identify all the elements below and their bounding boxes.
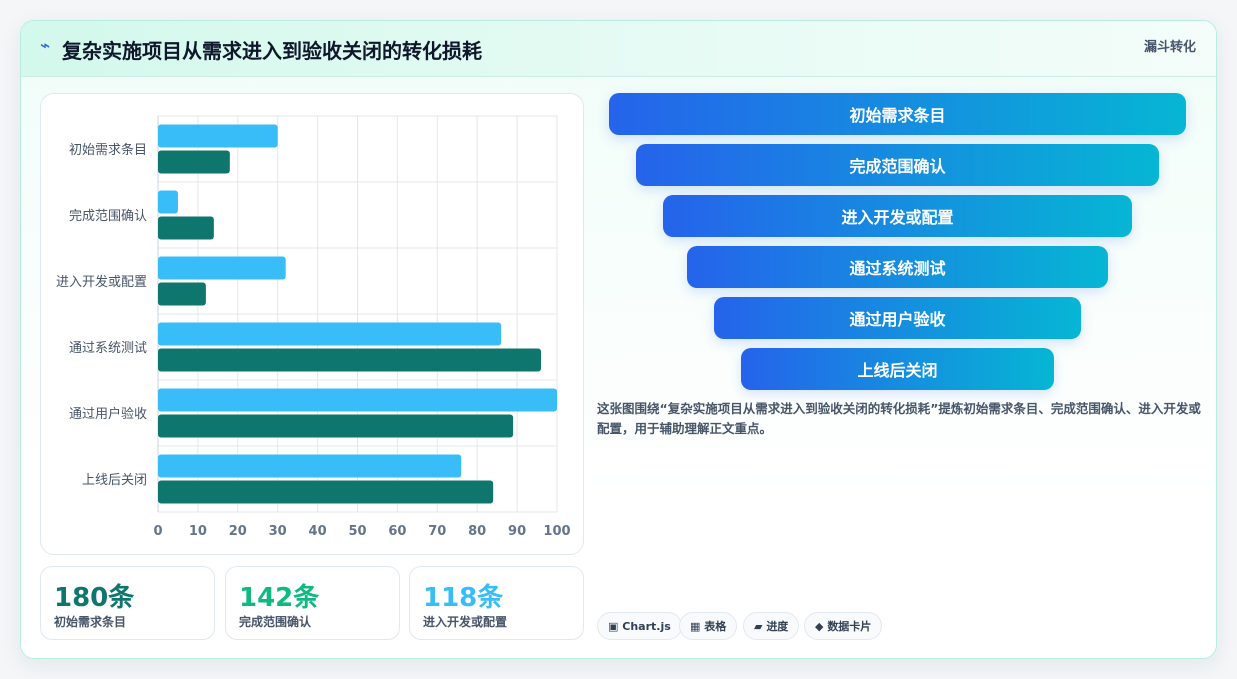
chip-chartjs[interactable]: ▣ Chart.js	[597, 612, 682, 640]
bar-series-1	[158, 454, 462, 478]
stat-value: 180条	[54, 583, 135, 613]
stat-card-scope: 142条 完成范围确认	[225, 566, 400, 640]
x-tick-label: 70	[428, 524, 446, 539]
funnel-step-scope: 完成范围确认	[636, 144, 1159, 186]
main-card: ⌁ 复杂实施项目从需求进入到验收关闭的转化损耗 漏斗转化 0 10 20 30 40 50…	[20, 20, 1217, 659]
funnel-step-dev: 进入开发或配置	[663, 195, 1132, 237]
data-card-icon: ◆	[815, 619, 824, 633]
chip-label: Chart.js	[622, 619, 671, 633]
bar-series-2	[158, 216, 214, 240]
stat-card-dev: 118条 进入开发或配置	[409, 566, 584, 640]
table-icon: ▦	[690, 619, 701, 633]
stat-label: 完成范围确认	[239, 615, 312, 629]
bar-chart-panel: 0 10 20 30 40 50 60 70 80 90 100 初始需求条目 完成范围确认进入开发或配…	[40, 93, 584, 555]
x-tick-label: 40	[309, 524, 327, 539]
bar-series-1	[158, 124, 278, 148]
x-tick-label: 90	[508, 524, 526, 539]
x-tick-label: 20	[229, 524, 247, 539]
funnel-tag: 漏斗转化	[1143, 40, 1196, 55]
chip-progress[interactable]: ▰ 进度	[743, 612, 800, 640]
category-label: 上线后关闭	[82, 473, 147, 488]
x-tick-label: 100	[543, 524, 570, 539]
category-label: 完成范围确认	[69, 209, 147, 224]
bar-chart: 0 10 20 30 40 50 60 70 80 90 100 初始需求条目完成范围确认进入开发或配…	[56, 115, 571, 539]
bar-series-2	[158, 282, 206, 306]
x-tick-label: 0	[153, 524, 162, 539]
chart-icon: ▣	[608, 619, 619, 633]
x-tick-label: 30	[269, 524, 287, 539]
stat-label: 进入开发或配置	[423, 615, 508, 629]
category-label: 进入开发或配置	[56, 274, 147, 290]
funnel-step-closed: 上线后关闭	[741, 348, 1054, 390]
category-label: 初始需求条目	[69, 142, 147, 158]
funnel-step-uat: 通过用户验收	[714, 297, 1081, 339]
chip-label: 数据卡片	[827, 620, 872, 633]
bolt-icon: ⌁	[40, 36, 51, 56]
page-title: 复杂实施项目从需求进入到验收关闭的转化损耗	[62, 39, 482, 63]
bar-series-1	[158, 322, 502, 346]
bar-series-1	[158, 190, 178, 214]
bar-series-2	[158, 348, 542, 372]
progress-icon: ▰	[754, 619, 763, 633]
card-header: ⌁ 复杂实施项目从需求进入到验收关闭的转化损耗 漏斗转化	[21, 21, 1216, 77]
bar-series-1	[158, 388, 557, 412]
x-tick-label: 10	[189, 524, 207, 539]
chip-table[interactable]: ▦ 表格	[679, 612, 738, 640]
stat-value: 118条	[423, 583, 504, 613]
chip-label: 进度	[766, 620, 789, 633]
x-tick-label: 80	[468, 524, 486, 539]
stat-value: 142条	[239, 583, 320, 613]
x-tick-label: 50	[348, 524, 366, 539]
bar-series-2	[158, 480, 494, 504]
bar-series-2	[158, 150, 230, 174]
funnel-step-system-test: 通过系统测试	[687, 246, 1108, 288]
chip-data-card[interactable]: ◆ 数据卡片	[804, 612, 883, 640]
category-label: 通过用户验收	[69, 406, 147, 422]
stat-label: 初始需求条目	[54, 615, 127, 629]
category-label: 通过系统测试	[69, 341, 147, 356]
chip-label: 表格	[704, 620, 727, 633]
x-tick-label: 60	[388, 524, 406, 539]
stat-card-initial: 180条 初始需求条目	[40, 566, 215, 640]
bar-series-1	[158, 256, 286, 280]
funnel-step-initial: 初始需求条目	[609, 93, 1186, 135]
bar-series-2	[158, 414, 514, 438]
description-text: 这张图围绕“复杂实施项目从需求进入到验收关闭的转化损耗”提炼初始需求条目、完成范…	[597, 401, 1201, 436]
